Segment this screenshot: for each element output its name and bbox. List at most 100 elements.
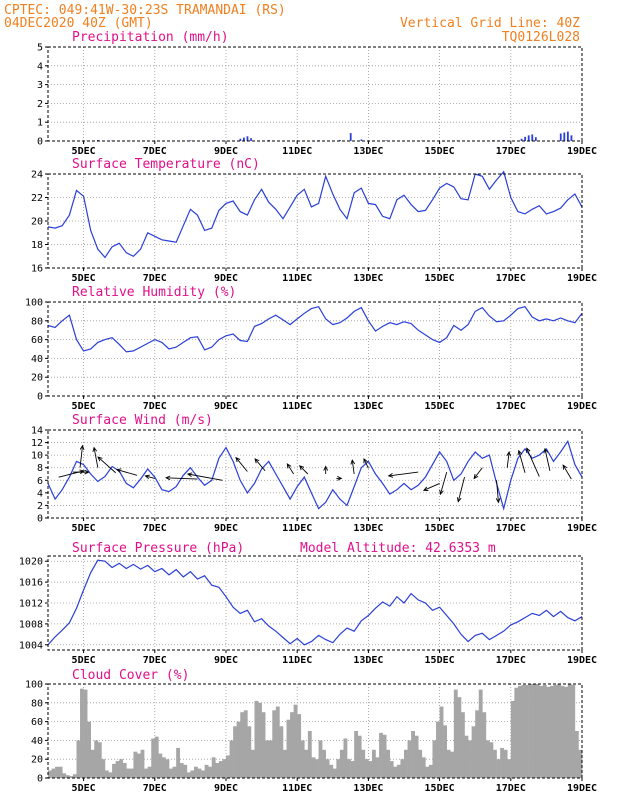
y-tick-label: 5 — [37, 43, 43, 54]
cloud-bar — [514, 687, 519, 778]
wind-vector-shaft — [351, 460, 355, 475]
cloud-bar — [90, 749, 95, 778]
cloud-bar — [478, 689, 483, 778]
wind-vector — [517, 449, 526, 473]
cloud-bar — [300, 740, 305, 778]
wind-vector — [439, 471, 448, 496]
cloud-bar — [457, 697, 462, 778]
cloud-bar — [261, 712, 266, 778]
x-tick-label: 7DEC — [143, 783, 167, 794]
wind-title: Surface Wind (m/s) — [72, 413, 213, 428]
cloud-bar — [428, 764, 433, 778]
wind-vector-shaft — [388, 471, 419, 477]
wind-frame — [47, 429, 583, 519]
cloud-bar — [503, 749, 508, 778]
precipitation-title: Precipitation (mm/h) — [72, 30, 229, 45]
wind-vector-head — [337, 476, 343, 481]
cloud-bar — [507, 759, 512, 778]
cloud-bar — [247, 726, 252, 778]
precip-bar — [563, 132, 566, 141]
wind-vector-head — [506, 450, 512, 457]
precip-bar — [339, 140, 341, 141]
precip-bar — [524, 136, 527, 141]
cloud-bar — [528, 684, 533, 778]
wind-vector — [186, 472, 223, 481]
cloud-bar — [393, 766, 398, 778]
wind-vector-head — [115, 468, 122, 473]
cloud-bar — [311, 757, 316, 778]
cloud-bar — [468, 740, 472, 778]
y-tick-label: 3 — [37, 80, 43, 91]
cloud-bar — [364, 759, 369, 778]
wind-vector — [286, 463, 295, 475]
y-tick-label: 1004 — [19, 640, 43, 651]
cloud-bar — [325, 759, 330, 778]
cloud-bar — [304, 749, 309, 778]
wind-vector-head — [298, 465, 305, 471]
x-tick-label: 17DEC — [496, 655, 526, 666]
wind-vector-shaft — [544, 448, 551, 471]
cloud-bar — [318, 740, 323, 778]
temp-frame — [47, 173, 583, 269]
cloud-bar — [439, 706, 444, 778]
x-tick-label: 17DEC — [496, 783, 526, 794]
cloud-bar — [475, 710, 480, 778]
wind-vector-head — [144, 474, 150, 480]
x-tick-label: 5DEC — [72, 523, 96, 534]
x-tick-label: 17DEC — [496, 523, 526, 534]
wind-vector-shaft — [363, 458, 369, 469]
cloud-bar — [272, 710, 277, 778]
cloud-bar — [48, 770, 52, 778]
wind-vector-shaft — [235, 457, 248, 472]
precip-bar — [239, 138, 242, 141]
precip-bar — [250, 138, 252, 141]
cloud-bar — [183, 764, 188, 778]
cloud-bar — [83, 689, 88, 778]
cloud-bar — [553, 684, 558, 778]
cloud-bar — [411, 731, 415, 778]
cloud-bar — [517, 685, 522, 778]
cloud-bar — [97, 742, 102, 778]
wind-vector-shaft — [145, 475, 155, 479]
cloud-bar — [307, 731, 312, 778]
cloud-frame — [47, 683, 583, 779]
wind-vector-shaft — [506, 451, 510, 468]
cloud-bar — [357, 735, 362, 778]
cloud-bar — [421, 757, 426, 778]
wind-vector — [92, 446, 99, 468]
wind-vector-shaft — [79, 445, 84, 468]
cloud-bar — [329, 764, 334, 778]
cloud-bar — [464, 735, 469, 778]
wind-vector — [526, 447, 540, 477]
wind-vector — [350, 459, 356, 475]
model-altitude-annotation: Model Altitude: 42.6353 m — [300, 541, 496, 556]
cloud-bar — [108, 772, 113, 778]
cloud-bar — [389, 761, 394, 778]
cloud-bar — [446, 749, 451, 778]
cloud-bar — [571, 684, 576, 778]
x-tick-label: 19DEC — [567, 655, 597, 666]
x-tick-label: 9DEC — [214, 783, 238, 794]
wind-vector-head — [186, 472, 193, 478]
wind-vector-head — [350, 459, 356, 465]
cloud-cover-title: Cloud Cover (%) — [72, 668, 189, 683]
cloud-bar — [140, 749, 145, 778]
precip-bar — [570, 135, 573, 141]
cloud-bar — [471, 726, 476, 778]
cloud-bar — [165, 759, 170, 778]
x-tick-label: 9DEC — [214, 146, 238, 157]
y-tick-label: 0 — [37, 514, 43, 525]
temp-series-line — [47, 170, 583, 259]
wind-vector-head — [165, 475, 171, 481]
cloud-bar — [169, 768, 173, 778]
wind-vector — [79, 444, 85, 468]
cloud-bar — [129, 768, 134, 778]
cloud-bar — [443, 725, 448, 778]
cloud-bar — [386, 749, 391, 778]
y-tick-label: 24 — [31, 170, 43, 181]
cloud-bar — [350, 761, 355, 778]
wind-vector-head — [439, 489, 444, 496]
cloud-bar — [94, 740, 99, 778]
wind-vector — [72, 469, 90, 475]
